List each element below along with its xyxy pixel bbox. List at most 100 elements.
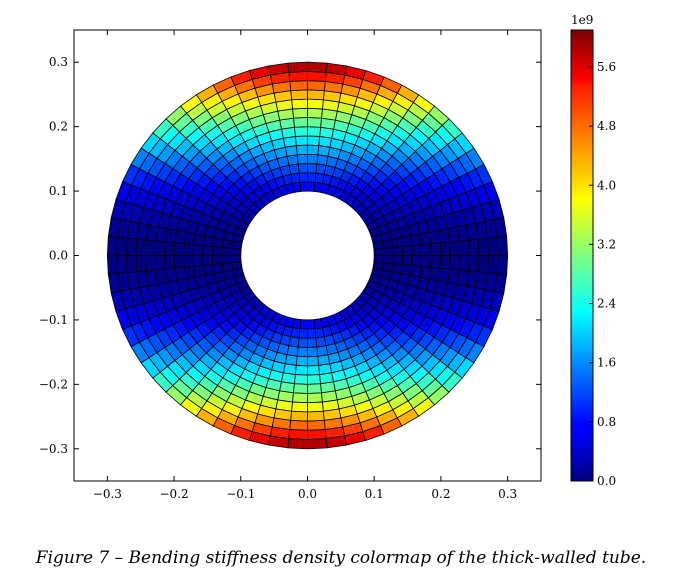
mesh-cell — [173, 255, 185, 269]
mesh-cell — [449, 255, 461, 271]
x-tick-label: 0.0 — [298, 487, 317, 501]
mesh-cell — [183, 255, 195, 268]
mesh-cell — [145, 239, 157, 256]
mesh-cell — [296, 346, 308, 358]
mesh-cell — [307, 71, 327, 82]
mesh-cell — [291, 98, 308, 110]
mesh-cell — [290, 327, 301, 339]
x-tick-label: −0.3 — [93, 487, 122, 501]
mesh-cell — [401, 245, 413, 256]
colorbar-ticks: 5.6 4.8 4.0 3.2 2.4 1.6 0.8 0.0 — [589, 60, 616, 488]
y-tick-label: −0.3 — [39, 442, 68, 456]
mesh-cell — [154, 240, 166, 256]
mesh-cell — [307, 61, 328, 73]
mesh-cell — [221, 255, 233, 265]
mesh-cell — [221, 246, 233, 256]
mesh-cell — [496, 236, 509, 256]
mesh-cell — [430, 242, 442, 256]
y-tick-label: 0.0 — [49, 249, 68, 263]
mesh-cell — [183, 243, 195, 256]
mesh-cell — [106, 236, 119, 256]
mesh-cell — [430, 255, 442, 269]
colorbar-tick-label: 0.8 — [597, 415, 616, 429]
mesh-cell — [401, 255, 413, 266]
mesh-cell — [211, 246, 223, 256]
mesh-cell — [164, 241, 176, 256]
mesh-cell — [307, 144, 320, 156]
mesh-cell — [307, 337, 318, 348]
colorbar-tick-label: 4.0 — [597, 178, 616, 192]
mesh-cell — [313, 181, 323, 193]
mesh-cell — [307, 328, 317, 339]
mesh-cell — [487, 255, 499, 274]
mesh-cell — [289, 419, 308, 431]
mesh-cell — [294, 135, 308, 146]
mesh-cell — [307, 401, 324, 413]
mesh-cell — [458, 255, 470, 272]
x-tick-label: −0.2 — [160, 487, 189, 501]
mesh-cell — [477, 237, 490, 256]
mesh-cell — [145, 255, 157, 272]
mesh-cell — [420, 243, 432, 256]
colorbar — [570, 29, 594, 482]
mesh-cell — [307, 163, 318, 174]
x-tick-label: 0.3 — [498, 487, 517, 501]
y-axis-ticks: 0.3 0.2 0.1 0.0 −0.1 −0.2 −0.3 — [39, 55, 541, 456]
x-axis-ticks: −0.3 −0.2 −0.1 0.0 0.1 0.2 0.3 — [93, 30, 517, 501]
mesh-cell — [290, 410, 308, 422]
y-tick-label: 0.1 — [49, 184, 68, 198]
mesh-cell — [411, 244, 423, 256]
mesh-cell — [292, 107, 308, 119]
mesh-cell — [293, 374, 308, 385]
mesh-cell — [307, 365, 321, 376]
mesh-cell — [307, 172, 317, 183]
mesh-cell — [307, 126, 322, 137]
mesh-cell — [468, 238, 480, 256]
mesh-cell — [307, 107, 323, 119]
mesh-cell — [307, 429, 327, 440]
mesh-cell — [288, 429, 308, 440]
mesh-cell — [307, 117, 322, 128]
mesh-cell — [202, 245, 214, 256]
colorbar-tick-label: 5.6 — [597, 60, 616, 74]
y-tick-label: −0.1 — [39, 313, 68, 327]
mesh-cell — [297, 163, 308, 174]
mesh-cell — [458, 239, 470, 256]
mesh-cell — [468, 255, 480, 273]
mesh-cell — [125, 255, 138, 274]
mesh-cell — [477, 255, 490, 274]
mesh-cell — [290, 89, 308, 101]
mesh-cell — [314, 172, 325, 184]
mesh-cell — [116, 255, 128, 274]
mesh-cell — [295, 144, 308, 156]
mesh-cell — [382, 255, 394, 265]
y-tick-label: 0.3 — [49, 55, 68, 69]
mesh-cell — [307, 383, 322, 394]
mesh-cell — [487, 237, 499, 256]
mesh-cell — [307, 438, 328, 450]
mesh-cell — [307, 153, 319, 165]
mesh-cell — [307, 392, 323, 404]
mesh-cell — [211, 255, 223, 265]
mesh-cell — [307, 355, 320, 367]
mesh-cell — [307, 374, 322, 385]
mesh-cell — [173, 242, 185, 256]
mesh-cell — [291, 401, 308, 413]
mesh-cell — [106, 255, 119, 275]
mesh-cell — [307, 410, 325, 422]
mesh-cell — [449, 240, 461, 256]
mesh-cell — [292, 392, 308, 404]
annulus-mesh — [106, 61, 509, 450]
mesh-cell — [307, 419, 326, 431]
mesh-cell — [372, 261, 384, 271]
mesh-cell — [439, 241, 451, 256]
colorbar-tick-label: 4.8 — [597, 119, 616, 133]
mesh-cell — [292, 318, 302, 330]
colorbar-tick-label: 0.0 — [597, 474, 616, 488]
mesh-cell — [135, 238, 147, 256]
x-tick-label: 0.2 — [431, 487, 450, 501]
mesh-cell — [411, 255, 423, 267]
y-tick-label: 0.2 — [49, 120, 68, 134]
mesh-cell — [295, 355, 308, 367]
